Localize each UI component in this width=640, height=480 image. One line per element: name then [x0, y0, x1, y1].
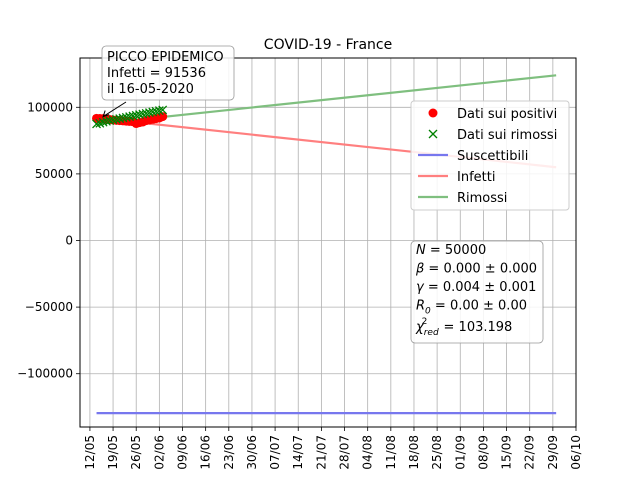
y-tick-label: −100000 — [17, 367, 73, 381]
x-tick-label: 26/05 — [129, 435, 143, 470]
x-marker-stroke — [135, 110, 144, 120]
x-marker-stroke — [148, 107, 158, 117]
x-marker-stroke — [115, 114, 125, 124]
x-marker-stroke — [128, 111, 138, 121]
y-axis: −100000 −50000 0 50000 100000 — [17, 100, 80, 381]
param-line: R0 = 0.00 ± 0.00 — [416, 299, 527, 317]
annotation-arrowhead — [102, 110, 110, 118]
legend-label: Infetti — [457, 170, 495, 185]
x-marker-stroke — [151, 106, 161, 116]
annotation-line: Infetti = 91536 — [107, 66, 206, 81]
param-line: β = 0.000 ± 0.000 — [415, 262, 537, 277]
data-point-positivi — [158, 112, 168, 122]
x-tick-label: 04/08 — [361, 435, 375, 470]
x-tick-label: 18/08 — [407, 435, 421, 470]
x-marker-stroke — [144, 108, 154, 118]
x-tick-label: 08/09 — [476, 435, 490, 470]
x-tick-label: 16/06 — [199, 435, 213, 470]
data-point-rimossi — [158, 105, 168, 115]
x-marker-stroke — [141, 108, 151, 118]
x-marker-stroke — [111, 114, 121, 124]
legend-marker — [428, 108, 438, 118]
param-line: γ = 0.004 ± 0.001 — [416, 280, 536, 295]
x-tick-label: 11/08 — [384, 435, 398, 470]
axes-frame — [79, 57, 577, 428]
y-tick-label: 100000 — [27, 100, 73, 114]
chart-title: COVID-19 - France — [264, 37, 392, 53]
annotation-box — [101, 45, 235, 101]
data-point-rimossi — [154, 106, 164, 116]
x-marker-stroke — [95, 118, 105, 128]
params-box-frame — [410, 240, 544, 344]
legend-box — [410, 100, 570, 211]
y-tick-label: 0 — [65, 234, 73, 248]
x-tick-label: 19/05 — [106, 435, 120, 470]
annotation-line: PICCO EPIDEMICO — [107, 50, 224, 65]
parameters-box: N = 50000 β = 0.000 ± 0.000 γ = 0.004 ± 0.… — [410, 240, 544, 344]
data-point-rimossi — [98, 117, 108, 127]
x-axis: 12/05 19/05 26/05 02/06 09/06 16/06 23/06 30/06… — [83, 427, 583, 470]
legend: Dati sui positivi Dati sui rimossi Suscett… — [410, 100, 570, 211]
y-tick-label: 50000 — [35, 167, 73, 181]
x-tick-label: 15/09 — [500, 435, 514, 470]
x-tick-label: 28/07 — [338, 435, 352, 470]
x-marker-stroke — [118, 113, 128, 123]
x-marker-stroke — [92, 119, 101, 129]
legend-label: Rimossi — [457, 191, 507, 206]
x-marker-stroke — [108, 115, 118, 125]
x-marker-stroke — [98, 117, 108, 127]
x-marker-stroke — [125, 112, 135, 122]
data-point-rimossi — [92, 119, 101, 129]
y-tick-label: −50000 — [25, 300, 73, 314]
data-point-rimossi — [95, 118, 105, 128]
x-tick-label: 29/09 — [546, 435, 560, 470]
legend-label: Dati sui positivi — [457, 107, 557, 122]
param-line: χred2 = 103.198 — [415, 317, 512, 338]
x-marker-stroke — [131, 110, 141, 120]
x-tick-label: 21/07 — [314, 435, 328, 470]
x-marker-stroke — [105, 116, 115, 126]
annotation-line: il 16-05-2020 — [107, 82, 194, 97]
x-tick-label: 14/07 — [291, 435, 305, 470]
series-line-rimossi — [96, 74, 557, 126]
legend-label: Dati sui rimossi — [457, 128, 557, 143]
x-tick-label: 25/08 — [430, 435, 444, 470]
x-marker-stroke — [138, 109, 148, 119]
x-tick-label: 23/06 — [222, 435, 236, 470]
x-marker-stroke — [158, 105, 168, 115]
x-tick-label: 01/09 — [453, 435, 467, 470]
x-tick-label: 07/07 — [268, 435, 282, 470]
legend-label: Suscettibili — [457, 149, 528, 164]
param-line: N = 50000 — [416, 243, 486, 258]
x-tick-label: 02/06 — [152, 435, 166, 470]
annotation-arrow — [102, 101, 127, 117]
x-tick-label: 22/09 — [523, 435, 537, 470]
x-marker-stroke — [121, 112, 131, 122]
x-tick-label: 09/06 — [176, 435, 190, 470]
x-marker-stroke — [154, 106, 164, 116]
legend-marker — [428, 129, 438, 139]
x-tick-label: 06/10 — [569, 435, 583, 470]
x-tick-label: 12/05 — [83, 435, 97, 470]
x-tick-label: 30/06 — [245, 435, 259, 470]
x-marker-stroke — [101, 116, 111, 126]
